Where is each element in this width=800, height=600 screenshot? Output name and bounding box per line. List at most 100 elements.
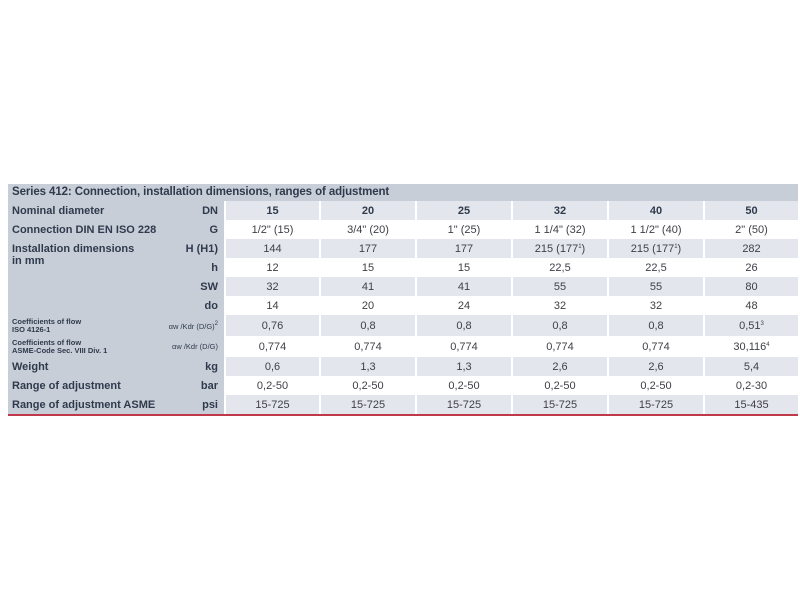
row-label: Range of adjustment [8, 376, 142, 395]
cell: 22,5 [511, 258, 608, 277]
cell: 15 [319, 258, 416, 277]
cell: 32 [511, 201, 608, 220]
cell: 15-725 [224, 395, 320, 414]
cell: 5,4 [703, 357, 798, 376]
row-label: Connection DIN EN ISO 228 [8, 220, 156, 239]
table-row-range-psi: Range of adjustment ASME psi 15-725 15-7… [8, 395, 798, 414]
row-label: Range of adjustment ASME [8, 395, 155, 414]
footnote-mark: 4 [766, 341, 770, 348]
table-row-h: h 12 15 15 22,5 22,5 26 [8, 258, 798, 277]
table-title: Series 412: Connection, installation dim… [8, 184, 798, 201]
label-line: ISO 4126-1 [12, 324, 51, 334]
cell: 0,774 [224, 336, 320, 357]
cell: 0,2-50 [511, 376, 608, 395]
cell-suffix: ) [677, 242, 682, 255]
row-label: Weight [8, 357, 142, 376]
label-line: Coefficients of flow [12, 337, 82, 347]
spec-table: Nominal diameter DN 15 20 25 32 40 50 Co… [8, 201, 798, 414]
cell: 20 [319, 296, 416, 315]
cell: 0,6 [224, 357, 320, 376]
row-unit: G [142, 220, 225, 239]
row-unit: bar [142, 376, 225, 395]
cell: 41 [415, 277, 512, 296]
cell: 0,774 [607, 336, 704, 357]
row-unit: SW [142, 277, 225, 296]
footnote-mark: 3 [760, 320, 764, 327]
label-line: Coefficients of flow [12, 316, 82, 326]
cell: 177 [319, 239, 416, 258]
footnote-mark: 2 [214, 320, 218, 327]
cell: 0,76 [224, 315, 320, 336]
cell-value: 215 (177 [534, 242, 579, 255]
cell: 41 [319, 277, 416, 296]
table-row-flow-iso: Coefficients of flow ISO 4126-1 αw /Kdr … [8, 315, 798, 336]
table-row-do: do 14 20 24 32 32 48 [8, 296, 798, 315]
unit-text: αw /Kdr (D/G) [168, 321, 215, 331]
cell: 15 [224, 201, 320, 220]
cell-value: 30,116 [733, 340, 767, 353]
row-label: Coefficients of flow ISO 4126-1 [8, 315, 142, 336]
cell: 0,2-50 [415, 376, 512, 395]
cell: 55 [607, 277, 704, 296]
cell: 0,2-50 [607, 376, 704, 395]
bottom-rule [8, 414, 798, 416]
cell: 14 [224, 296, 320, 315]
cell: 80 [703, 277, 798, 296]
cell: 1 1/2" (40) [607, 220, 704, 239]
cell: 12 [224, 258, 320, 277]
cell: 50 [703, 201, 798, 220]
table-row-installation: Installation dimensions in mm H (H1) 144… [8, 239, 798, 315]
cell: 282 [703, 239, 798, 258]
cell: 0,774 [511, 336, 608, 357]
cell: 1" (25) [415, 220, 512, 239]
cell: 15-725 [607, 395, 704, 414]
cell: 177 [415, 239, 512, 258]
cell: 0,8 [607, 315, 704, 336]
cell: 0,2-50 [224, 376, 320, 395]
cell: 32 [224, 277, 320, 296]
row-unit: h [142, 258, 225, 277]
cell-suffix: ) [581, 242, 586, 255]
table-row-nominal-diameter: Nominal diameter DN 15 20 25 32 40 50 [8, 201, 798, 220]
row-label: Installation dimensions in mm [8, 239, 142, 315]
cell: 15-725 [511, 395, 608, 414]
cell: 3/4" (20) [319, 220, 416, 239]
cell: 30,1164 [703, 336, 798, 357]
table-row-connection: Connection DIN EN ISO 228 G 1/2" (15) 3/… [8, 220, 798, 239]
footnote-mark: 1 [674, 243, 678, 250]
cell-value: 215 (177 [630, 242, 675, 255]
label-line: in mm [12, 255, 45, 267]
table-row-weight: Weight kg 0,6 1,3 1,3 2,6 2,6 5,4 [8, 357, 798, 376]
cell: 40 [607, 201, 704, 220]
cell: 15-435 [703, 395, 798, 414]
row-unit: DN [142, 201, 225, 220]
row-unit: H (H1) [142, 239, 225, 258]
cell: 0,2-50 [319, 376, 416, 395]
cell: 1,3 [415, 357, 512, 376]
cell: 144 [224, 239, 320, 258]
row-unit: kg [142, 357, 225, 376]
cell: 1,3 [319, 357, 416, 376]
cell: 2" (50) [703, 220, 798, 239]
table-row-range-bar: Range of adjustment bar 0,2-50 0,2-50 0,… [8, 376, 798, 395]
row-unit: psi [142, 395, 225, 414]
row-unit: αw /Kdr (D/G)2 [142, 315, 225, 336]
label-line: ASME-Code Sec. VIII Div. 1 [12, 345, 108, 355]
cell: 25 [415, 201, 512, 220]
table-row-flow-asme: Coefficients of flow ASME-Code Sec. VIII… [8, 336, 798, 357]
cell: 215 (1771) [511, 239, 608, 258]
row-label: Nominal diameter [8, 201, 142, 220]
cell: 215 (1771) [607, 239, 704, 258]
cell: 1 1/4" (32) [511, 220, 608, 239]
cell: 2,6 [511, 357, 608, 376]
cell: 15-725 [319, 395, 416, 414]
cell: 2,6 [607, 357, 704, 376]
cell: 0,2-30 [703, 376, 798, 395]
cell: 22,5 [607, 258, 704, 277]
cell: 20 [319, 201, 416, 220]
cell: 32 [511, 296, 608, 315]
table-row-sw: SW 32 41 41 55 55 80 [8, 277, 798, 296]
cell: 55 [511, 277, 608, 296]
cell: 1/2" (15) [224, 220, 320, 239]
spec-table-section: Series 412: Connection, installation dim… [8, 184, 798, 416]
